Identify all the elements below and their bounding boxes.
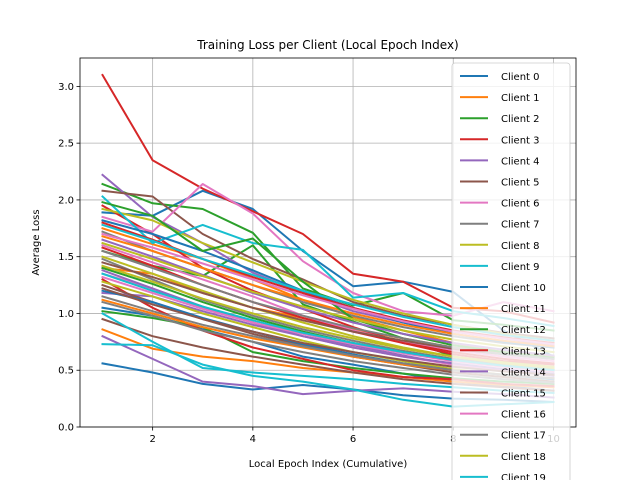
- legend-label: Client 11: [501, 304, 546, 315]
- y-axis-label: Average Loss: [31, 209, 42, 275]
- x-tick-label: 2: [149, 434, 155, 445]
- legend-label: Client 17: [501, 431, 546, 442]
- legend-label: Client 14: [501, 367, 546, 378]
- x-axis-label: Local Epoch Index (Cumulative): [249, 459, 408, 470]
- legend-label: Client 4: [501, 156, 540, 167]
- legend-label: Client 8: [501, 241, 540, 252]
- y-tick-label: 1.0: [58, 309, 74, 320]
- y-tick-label: 2.5: [58, 139, 74, 150]
- y-tick-label: 0.5: [58, 366, 74, 377]
- legend-label: Client 1: [501, 93, 540, 104]
- legend-label: Client 7: [501, 220, 540, 231]
- y-tick-label: 0.0: [58, 423, 74, 434]
- legend-label: Client 6: [501, 199, 540, 210]
- legend: Client 0 Client 1 Client 2 Client 3 Client 4…: [451, 62, 571, 480]
- legend-label: Client 12: [501, 325, 546, 336]
- legend-label: Client 2: [501, 114, 540, 125]
- legend-label: Client 15: [501, 389, 546, 400]
- x-tick-label: 6: [350, 434, 356, 445]
- legend-label: Client 9: [501, 262, 540, 273]
- legend-label: Client 18: [501, 452, 546, 463]
- plot-frame: [79, 57, 577, 428]
- legend-label: Client 13: [501, 346, 546, 357]
- legend-box: [451, 62, 571, 480]
- chart-title: Training Loss per Client (Local Epoch In…: [196, 38, 458, 52]
- legend-label: Client 10: [501, 283, 546, 294]
- legend-label: Client 19: [501, 473, 546, 480]
- x-tick-label: 4: [250, 434, 256, 445]
- y-tick-label: 2.0: [58, 195, 74, 206]
- legend-label: Client 5: [501, 178, 540, 189]
- legend-label: Client 3: [501, 135, 540, 146]
- legend-label: Client 16: [501, 410, 546, 421]
- y-tick-label: 1.5: [58, 252, 74, 263]
- legend-label: Client 0: [501, 72, 540, 83]
- y-tick-label: 3.0: [58, 82, 74, 93]
